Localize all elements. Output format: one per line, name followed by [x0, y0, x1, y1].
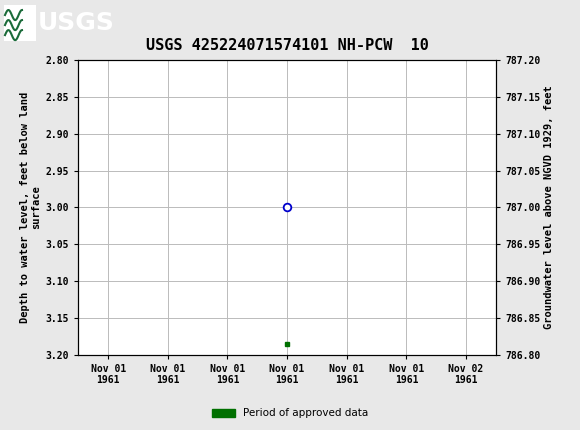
Y-axis label: Depth to water level, feet below land
surface: Depth to water level, feet below land su… — [20, 92, 42, 323]
Title: USGS 425224071574101 NH-PCW  10: USGS 425224071574101 NH-PCW 10 — [146, 38, 429, 53]
Y-axis label: Groundwater level above NGVD 1929, feet: Groundwater level above NGVD 1929, feet — [545, 86, 554, 329]
Text: USGS: USGS — [38, 11, 115, 35]
Bar — [4, 5, 36, 41]
Legend: Period of approved data: Period of approved data — [208, 404, 372, 423]
